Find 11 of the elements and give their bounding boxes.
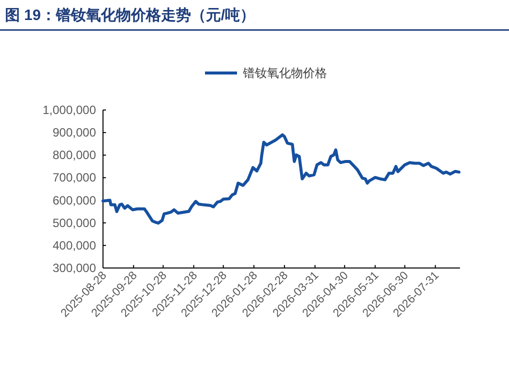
y-tick-label: 800,000 (52, 148, 96, 162)
line-series (102, 133, 461, 225)
y-tick-label: 600,000 (52, 193, 96, 208)
y-tick-label: 300,000 (52, 261, 96, 275)
legend-label: 镨钕氧化物价格 (242, 66, 327, 80)
y-tick-label: 900,000 (52, 126, 96, 140)
y-tick-label: 400,000 (52, 238, 96, 252)
chart-title: 图 19：镨钕氧化物价格走势（元/吨） (5, 7, 256, 24)
y-tick-label: 700,000 (52, 170, 96, 185)
y-tick-label: 500,000 (52, 216, 96, 230)
y-tick-label: 1,000,000 (42, 103, 96, 117)
